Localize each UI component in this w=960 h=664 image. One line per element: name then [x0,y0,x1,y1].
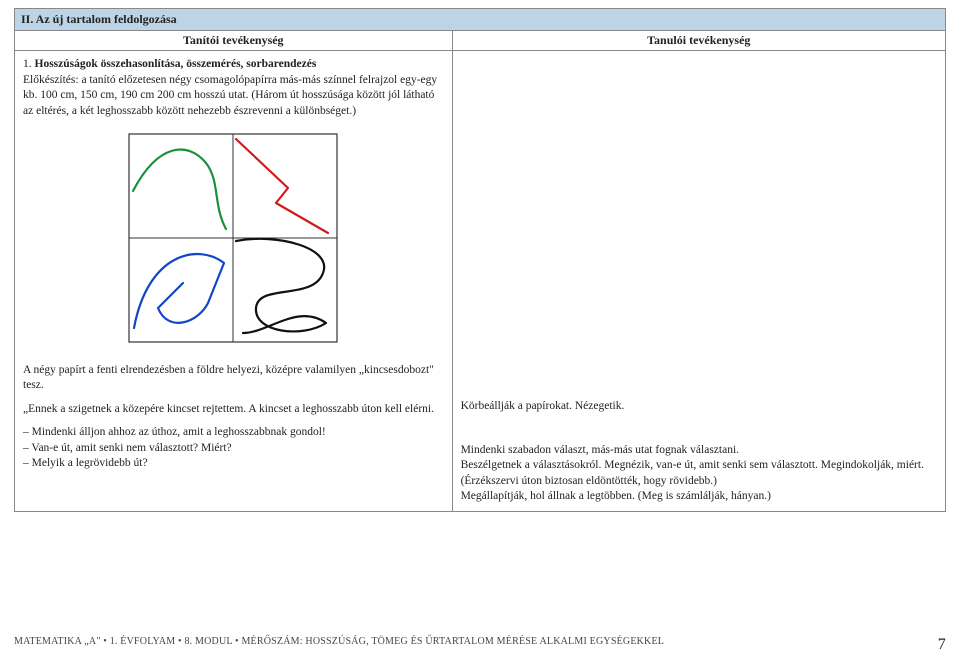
dash-list: – Mindenki álljon ahhoz az úthoz, amit a… [23,425,444,472]
item-title: Hosszúságok összehasonlítása, összemérés… [35,58,317,70]
cell-teacher: 1. Hosszúságok összehasonlítása, összemé… [15,51,453,512]
para-2: A négy papírt a fenti elrendezésben a fö… [23,363,444,394]
right-p2: Mindenki szabadon választ, más-más utat … [461,443,937,459]
para-3: „Ennek a szigetnek a közepére kincset re… [23,402,444,418]
page-number: 7 [938,636,946,654]
para-1: 1. Hosszúságok összehasonlítása, összemé… [23,57,444,119]
item-number: 1. [23,58,32,70]
dash-item: – Melyik a legrövidebb út? [23,456,444,472]
footer-text: MATEMATIKA „A" • 1. ÉVFOLYAM • 8. MODUL … [14,636,664,654]
four-paths-figure [128,133,338,349]
dash-item: – Mindenki álljon ahhoz az úthoz, amit a… [23,425,444,441]
header-left: Tanítói tevékenység [15,31,453,51]
item-text: Előkészítés: a tanító előzetesen négy cs… [23,74,437,117]
page-footer: MATEMATIKA „A" • 1. ÉVFOLYAM • 8. MODUL … [14,636,946,654]
cell-student: Körbeállják a papírokat. Nézegetik. Mind… [452,51,945,512]
right-p3: Beszélgetnek a választásokról. Megnézik,… [461,458,937,489]
right-p1: Körbeállják a papírokat. Nézegetik. [461,399,937,415]
header-right: Tanulói tevékenység [452,31,945,51]
right-p4: Megállapítják, hol állnak a legtöbben. (… [461,489,937,505]
dash-item: – Van-e út, amit senki nem választott? M… [23,441,444,457]
activity-table: Tanítói tevékenység Tanulói tevékenység … [14,30,946,512]
section-title: II. Az új tartalom feldolgozása [14,8,946,30]
